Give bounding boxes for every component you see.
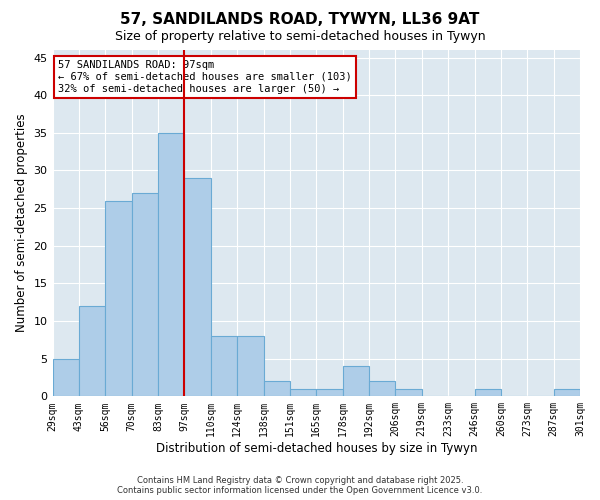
Text: Contains HM Land Registry data © Crown copyright and database right 2025.
Contai: Contains HM Land Registry data © Crown c… bbox=[118, 476, 482, 495]
Bar bbox=[554, 389, 580, 396]
Bar bbox=[316, 389, 343, 396]
Bar bbox=[53, 358, 79, 397]
Bar bbox=[263, 382, 290, 396]
Bar bbox=[211, 336, 237, 396]
Bar bbox=[475, 389, 501, 396]
Bar bbox=[395, 389, 422, 396]
Bar bbox=[79, 306, 105, 396]
Bar bbox=[131, 193, 158, 396]
Bar bbox=[369, 382, 395, 396]
Y-axis label: Number of semi-detached properties: Number of semi-detached properties bbox=[15, 114, 28, 332]
Text: 57 SANDILANDS ROAD: 97sqm
← 67% of semi-detached houses are smaller (103)
32% of: 57 SANDILANDS ROAD: 97sqm ← 67% of semi-… bbox=[58, 60, 352, 94]
Bar bbox=[343, 366, 369, 396]
Bar bbox=[290, 389, 316, 396]
Bar bbox=[237, 336, 263, 396]
Text: 57, SANDILANDS ROAD, TYWYN, LL36 9AT: 57, SANDILANDS ROAD, TYWYN, LL36 9AT bbox=[121, 12, 479, 28]
Text: Size of property relative to semi-detached houses in Tywyn: Size of property relative to semi-detach… bbox=[115, 30, 485, 43]
Bar bbox=[184, 178, 211, 396]
Bar bbox=[105, 200, 131, 396]
X-axis label: Distribution of semi-detached houses by size in Tywyn: Distribution of semi-detached houses by … bbox=[155, 442, 477, 455]
Bar bbox=[158, 133, 184, 396]
